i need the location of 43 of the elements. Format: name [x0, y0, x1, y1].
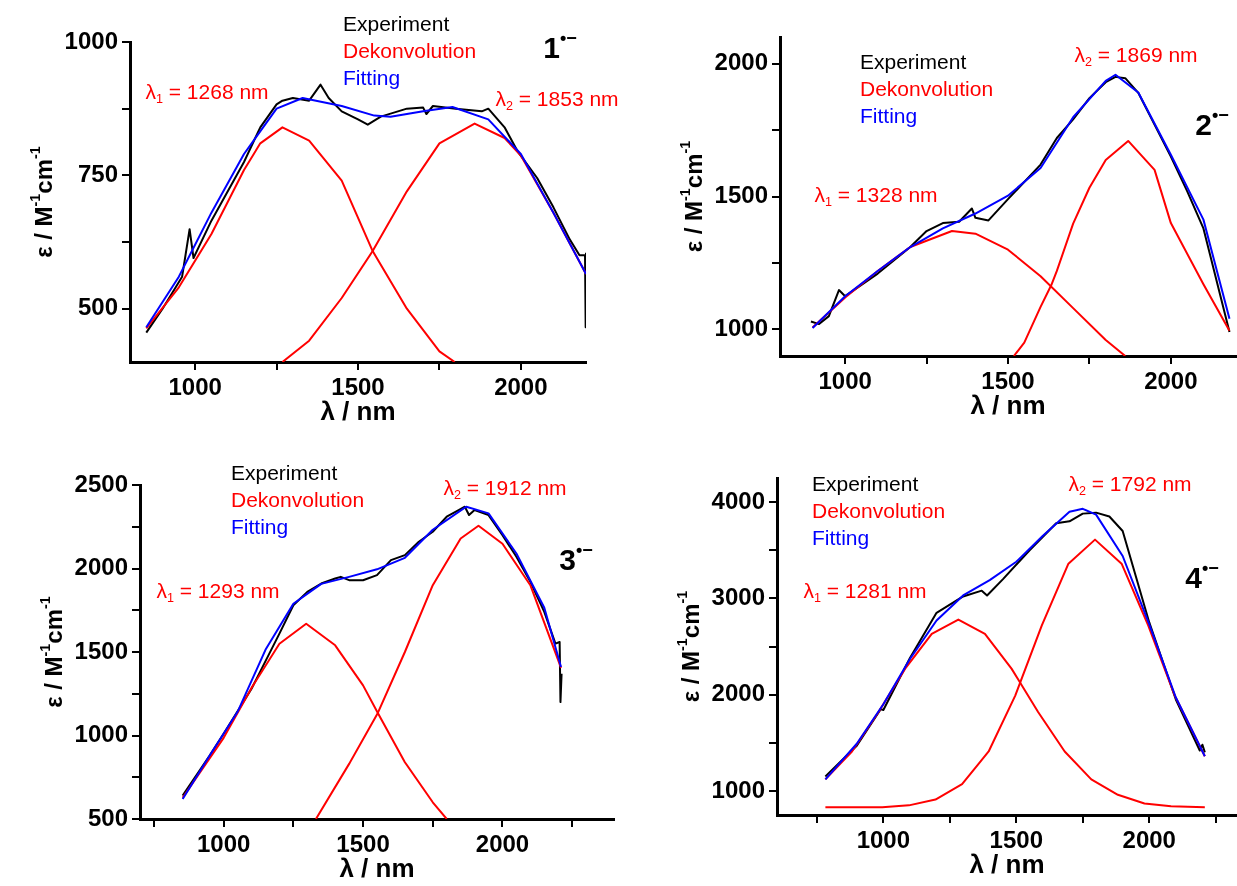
y-tick-label: 500	[77, 293, 118, 321]
y-axis-title: ε / M-1cm-1	[26, 146, 57, 258]
y-tick-label: 4000	[711, 486, 765, 514]
y-tick-label: 1000	[711, 775, 765, 803]
y-tick-label: 2500	[74, 469, 128, 497]
text: Experiment	[343, 11, 450, 35]
x-tick-label: 2000	[475, 830, 530, 858]
y-tick-label: 1000	[64, 26, 118, 54]
x-tick-label: 1000	[196, 830, 251, 858]
x-tick-label: 1000	[168, 373, 222, 401]
y-tick-label: 1000	[714, 314, 768, 342]
y-tick-label: 2000	[711, 679, 765, 707]
y-tick-label: 2000	[74, 553, 128, 581]
y-tick-label: 2000	[714, 48, 768, 76]
y-axis-title: ε / M-1cm-1	[676, 140, 707, 253]
y-axis-title: ε / M-1cm-1	[673, 590, 704, 703]
y-tick-label: 1000	[74, 720, 128, 748]
annotation: 4•−	[1185, 557, 1219, 595]
y-tick-label: 750	[77, 159, 118, 187]
text: Dekonvolution	[860, 76, 994, 100]
x-tick-label: 2000	[1144, 367, 1198, 395]
y-tick-label: 3000	[711, 582, 765, 610]
text: Dekonvolution	[343, 38, 477, 62]
x-tick-label: 2000	[494, 373, 548, 401]
text: Fitting	[812, 525, 870, 549]
text: Dekonvolution	[812, 498, 946, 522]
x-tick-label: 2000	[1122, 826, 1176, 854]
annotation: 3•−	[559, 539, 593, 577]
x-tick-label: 1000	[856, 826, 911, 854]
text: Fitting	[231, 514, 289, 538]
x-tick-label: 1000	[818, 367, 872, 395]
annotation: 2•−	[1195, 104, 1229, 142]
y-tick-label: 1500	[714, 181, 768, 209]
y-tick-label: 1500	[74, 636, 128, 664]
text: Dekonvolution	[231, 487, 365, 511]
text: Experiment	[231, 460, 338, 484]
annotation: 1•−	[543, 27, 577, 65]
text: Fitting	[860, 103, 918, 127]
y-tick-label: 500	[87, 803, 128, 831]
y-axis-title: ε / M-1cm-1	[36, 596, 67, 708]
series-label: Fitting	[343, 65, 401, 89]
text: Experiment	[860, 49, 967, 73]
text: Experiment	[812, 471, 919, 495]
